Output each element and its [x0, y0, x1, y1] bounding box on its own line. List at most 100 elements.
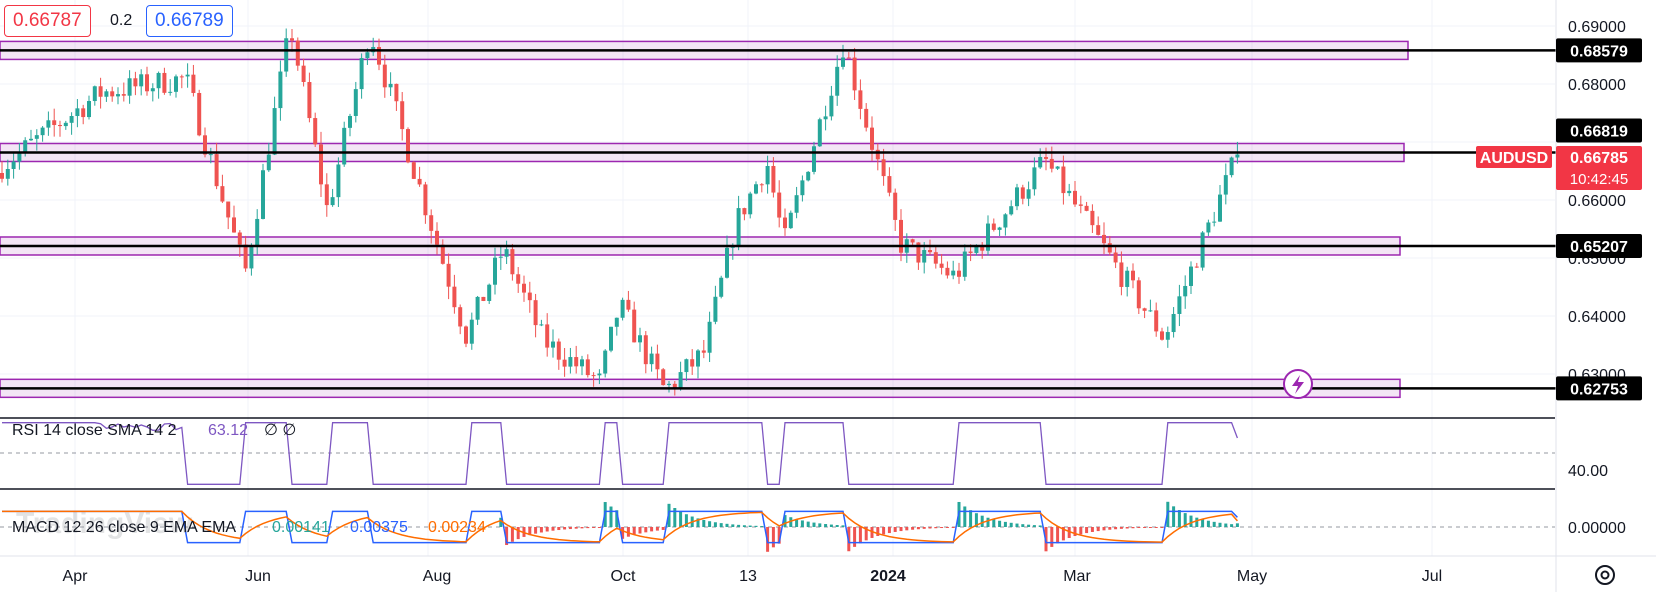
- candle-14[interactable]: [81, 104, 86, 125]
- candle-21[interactable]: [121, 82, 126, 102]
- candle-72[interactable]: [417, 166, 422, 187]
- candle-107[interactable]: [620, 297, 625, 321]
- candle-78[interactable]: [452, 274, 457, 314]
- candle-123[interactable]: [713, 285, 718, 325]
- candle-163[interactable]: [945, 261, 950, 279]
- candle-67[interactable]: [388, 72, 393, 97]
- candle-53[interactable]: [307, 72, 312, 123]
- candle-188[interactable]: [1090, 204, 1095, 233]
- candle-204[interactable]: [1183, 275, 1188, 309]
- candle-76[interactable]: [440, 239, 445, 265]
- candle-69[interactable]: [400, 92, 405, 141]
- candle-79[interactable]: [458, 304, 463, 335]
- candle-86[interactable]: [498, 245, 503, 270]
- rsi-pane[interactable]: [0, 422, 1555, 485]
- candle-106[interactable]: [614, 317, 619, 336]
- candle-68[interactable]: [394, 83, 399, 111]
- candle-103[interactable]: [597, 369, 602, 385]
- candle-82[interactable]: [475, 295, 480, 325]
- candle-114[interactable]: [661, 368, 666, 386]
- candle-59[interactable]: [342, 121, 347, 167]
- candle-42[interactable]: [243, 235, 248, 272]
- candle-197[interactable]: [1142, 307, 1147, 319]
- candle-57[interactable]: [330, 188, 335, 207]
- candle-46[interactable]: [266, 142, 271, 172]
- candle-139[interactable]: [806, 171, 811, 182]
- candle-96[interactable]: [556, 338, 561, 370]
- candle-109[interactable]: [632, 301, 637, 343]
- candle-5[interactable]: [29, 129, 33, 141]
- candle-159[interactable]: [922, 242, 927, 274]
- candle-208[interactable]: [1206, 219, 1211, 236]
- candle-27[interactable]: [156, 71, 161, 99]
- candle-0[interactable]: [0, 161, 4, 183]
- candle-98[interactable]: [568, 347, 573, 374]
- candle-202[interactable]: [1171, 307, 1176, 338]
- candle-132[interactable]: [765, 155, 770, 194]
- candle-200[interactable]: [1160, 327, 1164, 341]
- candle-29[interactable]: [168, 79, 173, 96]
- candle-151[interactable]: [875, 143, 880, 171]
- candle-127[interactable]: [736, 195, 741, 251]
- candle-70[interactable]: [406, 127, 410, 164]
- candle-73[interactable]: [423, 181, 428, 224]
- candle-193[interactable]: [1119, 251, 1124, 296]
- candle-6[interactable]: [34, 129, 39, 151]
- candle-187[interactable]: [1084, 201, 1089, 212]
- candle-58[interactable]: [336, 157, 341, 207]
- candle-186[interactable]: [1078, 195, 1083, 214]
- candle-104[interactable]: [603, 349, 608, 378]
- candle-210[interactable]: [1218, 184, 1222, 222]
- candle-8[interactable]: [46, 111, 51, 136]
- candle-94[interactable]: [545, 313, 550, 357]
- candle-9[interactable]: [52, 108, 57, 137]
- candle-174[interactable]: [1009, 200, 1014, 216]
- candle-121[interactable]: [701, 339, 706, 359]
- candle-31[interactable]: [179, 74, 184, 89]
- candle-100[interactable]: [580, 355, 584, 376]
- candle-97[interactable]: [562, 347, 567, 377]
- candle-71[interactable]: [411, 161, 416, 180]
- candle-142[interactable]: [823, 105, 828, 131]
- candle-183[interactable]: [1061, 155, 1066, 205]
- candle-85[interactable]: [493, 247, 497, 295]
- candle-152[interactable]: [881, 148, 886, 186]
- candle-7[interactable]: [40, 126, 45, 142]
- candle-74[interactable]: [429, 209, 434, 244]
- candle-112[interactable]: [649, 346, 654, 372]
- bid-price-box[interactable]: 0.66787: [4, 5, 91, 37]
- candle-154[interactable]: [893, 188, 898, 231]
- candle-60[interactable]: [348, 113, 352, 137]
- candle-125[interactable]: [725, 235, 729, 279]
- candle-83[interactable]: [481, 296, 486, 302]
- candle-62[interactable]: [359, 53, 364, 99]
- candle-115[interactable]: [667, 380, 671, 393]
- candlestick-series[interactable]: [0, 28, 1240, 396]
- candle-207[interactable]: [1200, 231, 1205, 271]
- candle-15[interactable]: [87, 95, 91, 120]
- candle-2[interactable]: [11, 151, 16, 179]
- candle-212[interactable]: [1229, 156, 1234, 178]
- candle-43[interactable]: [249, 243, 254, 276]
- candle-111[interactable]: [643, 331, 648, 374]
- candle-37[interactable]: [214, 142, 219, 190]
- candle-201[interactable]: [1165, 326, 1170, 348]
- candle-47[interactable]: [272, 96, 277, 156]
- candle-16[interactable]: [92, 85, 97, 106]
- candle-189[interactable]: [1096, 216, 1101, 236]
- candle-164[interactable]: [951, 260, 956, 280]
- candle-48[interactable]: [278, 60, 283, 121]
- candle-205[interactable]: [1189, 261, 1193, 294]
- candle-162[interactable]: [939, 254, 944, 275]
- candle-81[interactable]: [469, 312, 474, 350]
- time-axis[interactable]: Apr Jun Aug Oct 13 2024 Mar May Jul: [63, 568, 1443, 585]
- candle-36[interactable]: [208, 147, 213, 164]
- candle-49[interactable]: [284, 28, 289, 77]
- candle-128[interactable]: [742, 207, 747, 221]
- candle-129[interactable]: [748, 191, 753, 219]
- candle-88[interactable]: [510, 243, 515, 281]
- candle-143[interactable]: [829, 85, 834, 121]
- candle-177[interactable]: [1026, 181, 1031, 207]
- candle-13[interactable]: [75, 99, 80, 128]
- candle-153[interactable]: [887, 167, 892, 197]
